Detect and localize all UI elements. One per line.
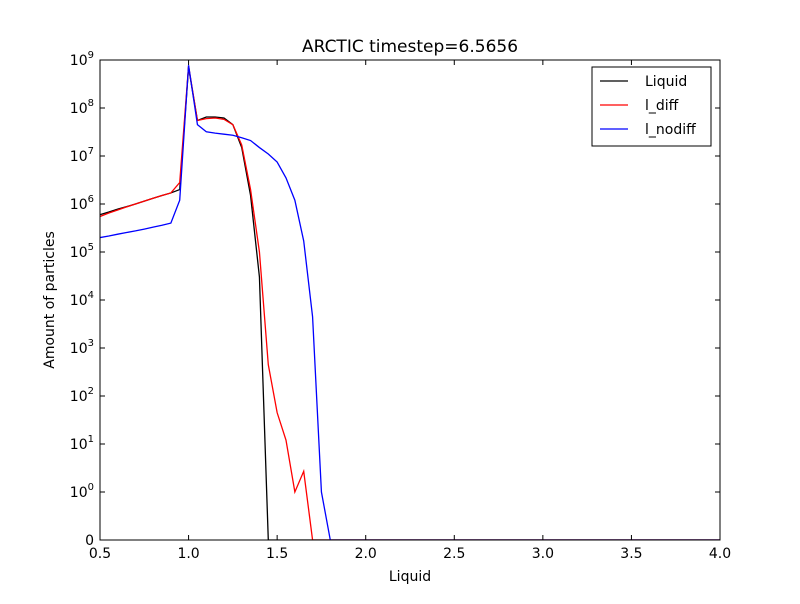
- plot-area: 0.5 1.0 1.5 2.0 2.5 3.0 3.5 4.0 0 100 101 102 103 104…: [70, 50, 731, 562]
- legend-box: [591, 66, 712, 147]
- x-axis-label: Liquid: [389, 569, 431, 585]
- x-tick-label: 1.5: [266, 546, 288, 562]
- legend-label: l_diff: [645, 98, 679, 114]
- x-tick-label: 3.5: [620, 546, 642, 562]
- y-tick-label: 107: [70, 146, 94, 165]
- y-axis-label: Amount of particles: [42, 231, 58, 369]
- x-tick-label: 0.5: [89, 546, 111, 562]
- chart-title: ARCTIC timestep=6.5656: [302, 37, 518, 57]
- series-line-l-nodiff: [100, 65, 720, 540]
- y-tick-label: 106: [70, 194, 94, 213]
- legend: Liquid l_diff l_nodiff: [591, 66, 712, 147]
- y-tick-label: 102: [70, 386, 94, 405]
- y-tick-label: 101: [70, 434, 94, 453]
- x-tick-label: 2.0: [355, 546, 377, 562]
- legend-label: l_nodiff: [645, 122, 696, 138]
- y-tick-label: 104: [70, 290, 94, 309]
- y-tick-label: 109: [70, 50, 94, 69]
- y-tick-label: 103: [70, 338, 94, 357]
- series-group: [100, 65, 720, 540]
- legend-label: Liquid: [645, 74, 687, 90]
- y-tick-label: 100: [70, 482, 94, 501]
- x-tick-label: 4.0: [709, 546, 731, 562]
- series-line-l-diff: [100, 65, 720, 540]
- y-tick-label: 0: [85, 533, 94, 549]
- x-tick-label: 3.0: [532, 546, 554, 562]
- x-tick-label: 2.5: [443, 546, 465, 562]
- y-tick-label: 108: [70, 98, 94, 117]
- y-tick-label: 105: [70, 242, 94, 261]
- x-tick-label: 1.0: [177, 546, 199, 562]
